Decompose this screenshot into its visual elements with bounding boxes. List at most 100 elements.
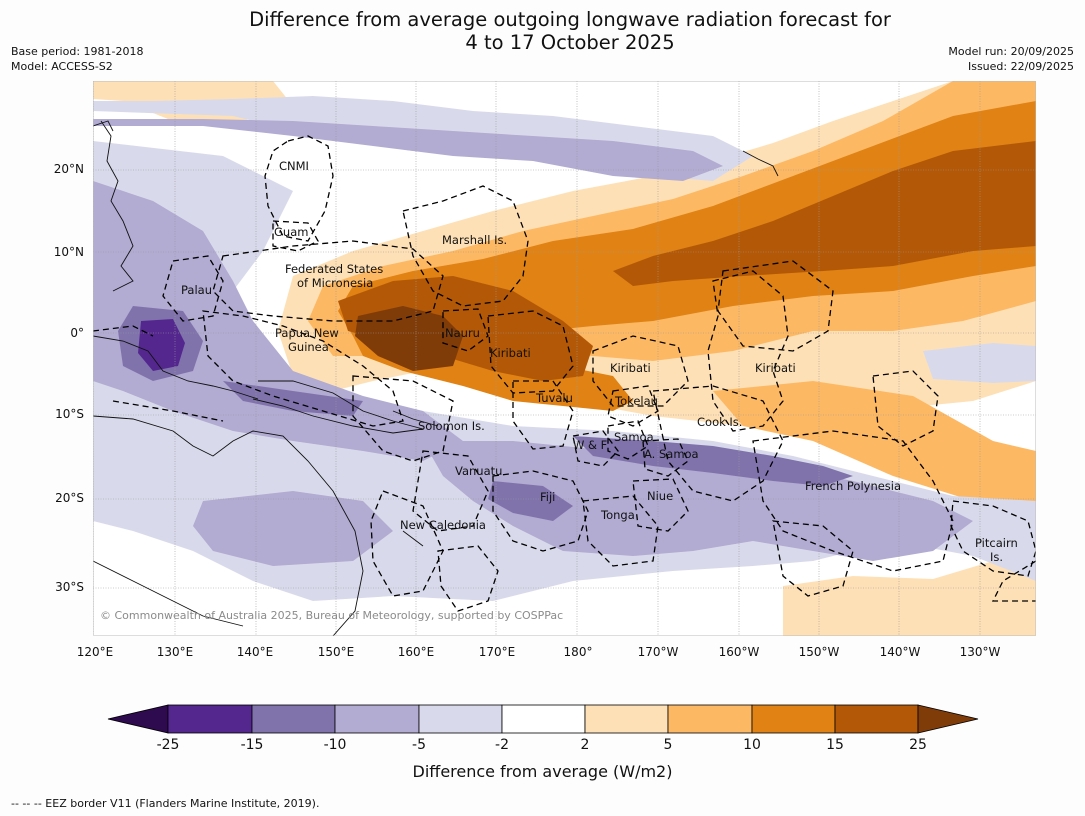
new-caledonia-coast	[402, 530, 424, 547]
eez-kiribati-gilbert	[487, 310, 574, 394]
colorbar-bin-10-15	[751, 704, 836, 734]
label-samoa: Samoa	[614, 430, 654, 444]
label-marshall: Marshall Is.	[442, 233, 507, 247]
label-tokelau: Tokelau	[614, 394, 658, 408]
olr-anomaly-map: CNMI Guam Palau Marshall Is. Federated S…	[93, 81, 1036, 636]
australia-coast	[93, 415, 364, 636]
model-name: Model: ACCESS-S2	[11, 60, 113, 73]
colorbar-label-neg5: -5	[412, 737, 426, 753]
new-guinea-coast	[252, 380, 424, 434]
eez-american-samoa	[642, 438, 689, 477]
lon-tick-130e: 130°E	[156, 645, 194, 659]
eez-solomon	[352, 375, 454, 462]
label-cook: Cook Is.	[697, 415, 742, 429]
coastlines	[93, 120, 779, 636]
philippines-coast	[100, 120, 134, 292]
lat-tick-10n: 10°N	[53, 245, 84, 259]
pos-band-dark-north	[338, 101, 1036, 343]
eez-new-caledonia	[370, 490, 444, 597]
map-title: Difference from average outgoing longwav…	[0, 8, 1085, 54]
label-fsm-2: of Micronesia	[297, 276, 373, 290]
eez-pitcairn	[950, 500, 1036, 577]
colorbar-label-neg15: -15	[240, 737, 264, 753]
map-frame	[93, 81, 1036, 636]
label-fsm-1: Federated States	[285, 262, 383, 276]
neg-spcz-mid	[423, 441, 973, 561]
pos-band-mid-east	[713, 381, 1036, 521]
lat-tick-30s: 30°S	[55, 580, 84, 594]
lon-tick-130w: 130°W	[959, 645, 1001, 659]
lat-tick-20n: 20°N	[53, 162, 84, 176]
pos-band-light-south	[783, 551, 1036, 636]
indonesia-coast	[93, 335, 259, 400]
eez-tokelau	[607, 385, 659, 427]
lat-tick-10s: 10°S	[55, 407, 84, 421]
eez-pitcairn-east	[991, 560, 1036, 602]
colorbar-bin-neg10-5	[334, 704, 420, 734]
label-tuvalu: Tuvalu	[535, 391, 573, 405]
colorbar-label-25: 25	[909, 737, 927, 753]
label-wallis-futuna: W & F	[573, 438, 607, 452]
eez-wallis-futuna	[572, 430, 619, 467]
colorbar-extend-min	[107, 704, 169, 734]
eez-kiribati-line	[707, 270, 789, 432]
eez-samoa	[607, 420, 649, 460]
eez-png	[202, 310, 404, 427]
lon-tick-120e: 120°E	[76, 645, 114, 659]
lat-tick-0: 0°	[70, 326, 84, 340]
australia-west	[93, 560, 244, 627]
eez-cook	[652, 385, 784, 502]
label-kiribati-central: Kiribati	[610, 361, 651, 375]
colorbar-bin-neg15-10	[251, 704, 336, 734]
colorbar-label-neg25: -25	[156, 737, 180, 753]
colorbar-bin-5-10	[667, 704, 753, 734]
label-pitcairn-1: Pitcairn	[975, 536, 1018, 550]
label-nauru: Nauru	[445, 326, 480, 340]
lon-tick-170e: 170°E	[478, 645, 516, 659]
eez-cnmi	[264, 135, 334, 242]
hawaii-coast	[742, 150, 779, 177]
eez-footnote: -- -- -- EEZ border V11 (Flanders Marine…	[11, 797, 320, 810]
neg-band-north-mid	[93, 119, 723, 181]
eez-fsm	[212, 240, 444, 322]
neg-west-core	[138, 319, 185, 371]
lon-tick-150e: 150°E	[317, 645, 355, 659]
label-solomon: Solomon Is.	[418, 419, 485, 433]
label-kiribati-east: Kiribati	[755, 361, 796, 375]
label-pitcairn-2: Is.	[990, 550, 1003, 564]
eez-french-polynesia-east	[872, 370, 939, 447]
colorbar-bin-2-5	[584, 704, 669, 734]
eez-south-west	[437, 545, 499, 612]
lon-tick-180: 180°	[563, 645, 593, 659]
japan-fragment	[93, 120, 114, 132]
colorbar-label-5: 5	[663, 737, 673, 753]
neg-west-mid	[93, 181, 463, 461]
eez-tuvalu	[512, 380, 574, 450]
neg-east-blob	[923, 343, 1036, 383]
colorbar-bin-15-25	[834, 704, 919, 734]
copyright-notice: © Commonwealth of Australia 2025, Bureau…	[100, 609, 564, 622]
positive-anomaly-shading	[93, 81, 1036, 636]
label-palau: Palau	[181, 283, 212, 297]
eez-borders	[93, 135, 1036, 612]
label-kiribati-west: Kiribati	[490, 346, 531, 360]
label-french-polynesia: French Polynesia	[805, 479, 901, 493]
label-vanuatu: Vanuatu	[455, 464, 502, 478]
title-line-1: Difference from average outgoing longwav…	[249, 8, 891, 31]
graticule	[93, 81, 1036, 636]
label-fiji: Fiji	[540, 490, 555, 504]
eez-marshall	[402, 185, 529, 307]
region-labels: CNMI Guam Palau Marshall Is. Federated S…	[181, 159, 1018, 564]
label-niue: Niue	[647, 489, 673, 503]
label-american-samoa: A. Samoa	[644, 447, 699, 461]
lon-tick-150w: 150°W	[798, 645, 840, 659]
eez-niue	[632, 478, 689, 532]
lat-tick-20s: 20°S	[55, 491, 84, 505]
lon-tick-140e: 140°E	[236, 645, 274, 659]
eez-kiribati-east	[717, 260, 834, 352]
meta-left: Base period: 1981-2018 Model: ACCESS-S2	[11, 44, 143, 74]
lon-tick-140w: 140°W	[879, 645, 921, 659]
eez-kiribati-phoenix	[592, 335, 689, 407]
label-guam: Guam	[274, 225, 308, 239]
eez-vanuatu	[412, 450, 489, 532]
